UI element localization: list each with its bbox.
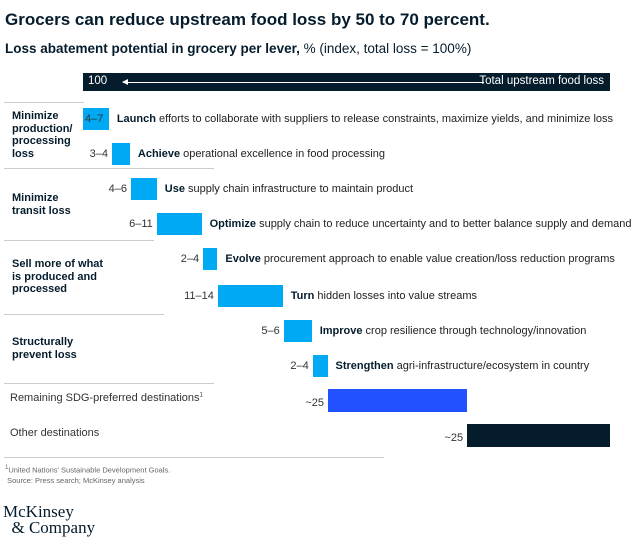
remainder-range-label: ~25	[444, 432, 464, 444]
group-divider	[4, 102, 84, 103]
left-arrow-icon	[122, 79, 484, 85]
lever-text: crop resilience through technology/innov…	[362, 325, 587, 337]
subtitle-rest: % (index, total loss = 100%)	[299, 41, 472, 56]
lever-range-label: 4–7	[85, 113, 104, 125]
footnotes: 1United Nations' Sustainable Development…	[5, 463, 170, 486]
group-label: Structurally prevent loss	[12, 336, 77, 361]
lever-description: Turn hidden losses into value streams	[291, 290, 477, 302]
lever-text: efforts to collaborate with suppliers to…	[155, 113, 614, 125]
lever-bar	[83, 108, 109, 130]
chart-title: Grocers can reduce upstream food loss by…	[5, 10, 490, 29]
lever-description: Use supply chain infrastructure to maint…	[165, 183, 413, 195]
mckinsey-logo: McKinsey & Company	[3, 502, 96, 537]
remainder-bar	[467, 424, 610, 447]
lever-bar	[156, 213, 202, 235]
lever-range-label: 6–11	[129, 218, 153, 230]
lever-verb: Use	[164, 183, 185, 195]
source: Source: Press search; McKinsey analysis	[7, 475, 145, 485]
group-label: Sell more of what is produced and proces…	[12, 258, 104, 295]
lever-bar	[130, 178, 157, 200]
lever-text: supply chain to reduce uncertainty and t…	[256, 218, 632, 230]
remainder-label: Other destinations	[10, 427, 99, 439]
lever-range-label: 11–14	[184, 290, 214, 302]
lever-range-label: 2–4	[180, 253, 200, 265]
lever-range-label: 4–6	[108, 183, 127, 195]
group-divider	[4, 240, 154, 241]
lever-bar	[312, 355, 328, 377]
total-value-label: 100	[88, 75, 108, 87]
remainder-label: Remaining SDG-preferred destinations1	[10, 392, 203, 404]
group-label: Minimize production/ processing loss	[12, 110, 73, 160]
lever-description: Evolve procurement approach to enable va…	[225, 253, 615, 265]
lever-verb: Evolve	[225, 253, 261, 265]
lever-verb: Turn	[290, 290, 315, 302]
lever-text: procurement approach to enable value cre…	[260, 253, 615, 265]
remainder-range-label: ~25	[305, 397, 325, 409]
lever-description: Achieve operational excellence in food p…	[138, 148, 385, 160]
lever-description: Strengthen agri-infrastructure/ecosystem…	[336, 360, 590, 372]
lever-range-label: 3–4	[89, 148, 108, 160]
lever-range-label: 2–4	[290, 360, 309, 372]
lever-description: Optimize supply chain to reduce uncertai…	[210, 218, 632, 230]
footnote-mark: 1	[5, 465, 9, 471]
lever-text: agri-infrastructure/ecosystem in country	[393, 360, 590, 372]
remainder-label-text: Remaining SDG-preferred destinations	[10, 392, 200, 404]
lever-range-label: 5–6	[261, 325, 280, 337]
group-label: Minimize transit loss	[12, 192, 71, 217]
lever-bar	[217, 285, 283, 307]
lever-bar	[203, 248, 218, 270]
footnote-ref: 1	[199, 392, 203, 399]
lever-text: hidden losses into value streams	[314, 290, 477, 302]
remainder-label-text: Other destinations	[10, 427, 100, 439]
total-bar: 100 Total upstream food loss	[83, 73, 610, 91]
group-divider	[4, 457, 384, 458]
lever-bar	[283, 320, 312, 342]
group-divider	[4, 383, 214, 384]
total-label: Total upstream food loss	[479, 75, 604, 87]
group-divider	[4, 314, 164, 315]
lever-verb: Optimize	[209, 218, 257, 230]
lever-verb: Improve	[319, 325, 363, 337]
lever-text: supply chain infrastructure to maintain …	[184, 183, 414, 195]
lever-verb: Launch	[116, 113, 156, 125]
lever-verb: Strengthen	[335, 360, 394, 372]
lever-bar	[111, 143, 130, 165]
remainder-bar	[328, 389, 468, 412]
chart-subtitle: Loss abatement potential in grocery per …	[5, 41, 471, 56]
lever-description: Improve crop resilience through technolo…	[320, 325, 587, 337]
footnote: United Nations' Sustainable Development …	[8, 465, 171, 475]
lever-description: Launch efforts to collaborate with suppl…	[117, 113, 613, 125]
lever-text: operational excellence in food processin…	[180, 148, 385, 160]
group-divider	[4, 168, 214, 169]
lever-verb: Achieve	[137, 148, 181, 160]
subtitle-bold: Loss abatement potential in grocery per …	[5, 41, 300, 56]
